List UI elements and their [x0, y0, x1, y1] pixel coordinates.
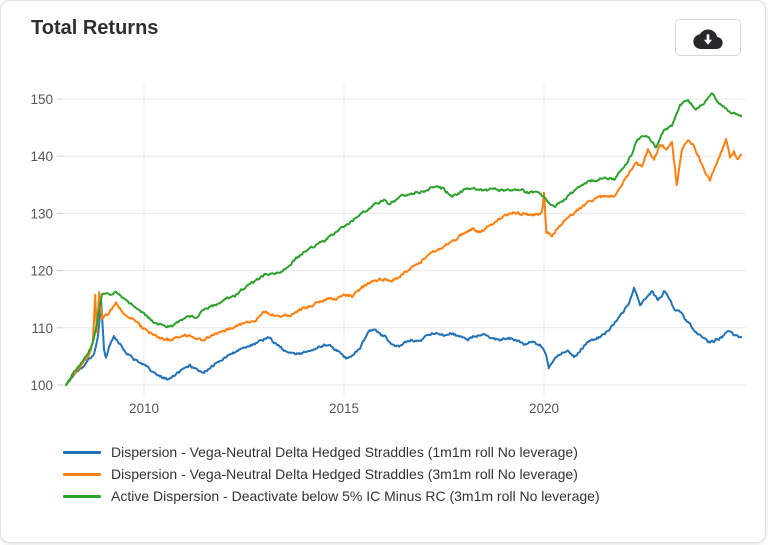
series-line: [65, 138, 743, 386]
legend-item[interactable]: Active Dispersion - Deactivate below 5% …: [63, 486, 703, 506]
legend-item[interactable]: Dispersion - Vega-Neutral Delta Hedged S…: [63, 442, 703, 462]
x-tick-label: 2010: [129, 401, 159, 416]
y-tick-label: 120: [30, 264, 53, 279]
legend-swatch: [63, 450, 101, 454]
legend-label: Dispersion - Vega-Neutral Delta Hedged S…: [111, 444, 578, 460]
series-line: [65, 92, 743, 386]
legend-swatch: [63, 472, 101, 476]
y-tick-label: 100: [30, 378, 53, 393]
legend-label: Dispersion - Vega-Neutral Delta Hedged S…: [111, 466, 578, 482]
series-line: [65, 286, 743, 386]
legend: Dispersion - Vega-Neutral Delta Hedged S…: [1, 442, 765, 506]
download-button[interactable]: [675, 19, 741, 56]
y-tick-label: 130: [30, 206, 53, 221]
page-title: Total Returns: [31, 17, 159, 39]
y-tick-label: 150: [30, 92, 53, 107]
legend-item[interactable]: Dispersion - Vega-Neutral Delta Hedged S…: [63, 464, 703, 484]
cloud-download-icon: [693, 27, 723, 49]
legend-label: Active Dispersion - Deactivate below 5% …: [111, 488, 600, 504]
legend-swatch: [63, 494, 101, 498]
y-tick-label: 140: [30, 149, 53, 164]
y-tick-label: 110: [31, 321, 53, 336]
x-tick-label: 2020: [529, 401, 559, 416]
x-tick-label: 2015: [329, 401, 359, 416]
